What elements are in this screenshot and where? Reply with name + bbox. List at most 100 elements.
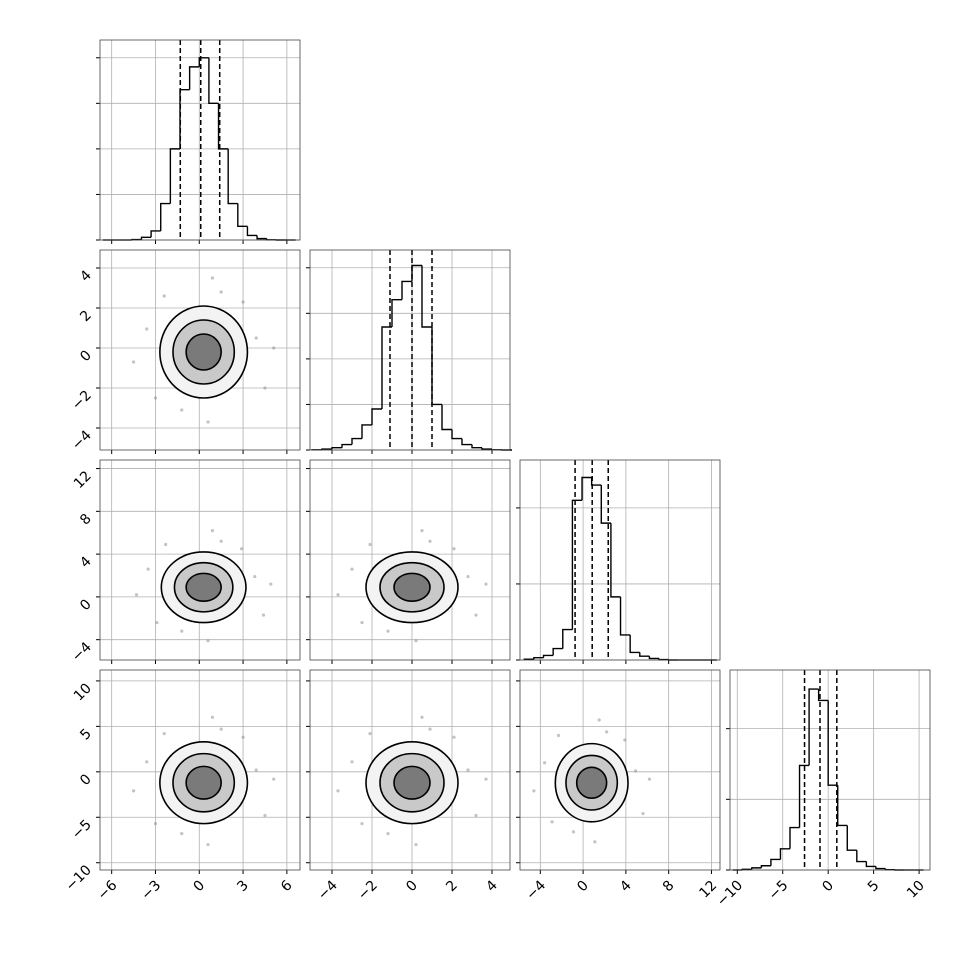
y-tick-label: −4	[69, 639, 95, 665]
scatter-point	[162, 732, 166, 736]
scatter-point	[241, 300, 245, 304]
histogram-bin	[789, 826, 800, 849]
scatter-point	[597, 718, 601, 722]
x-tick-label: 4	[483, 877, 501, 895]
y-tick-label: −4	[69, 427, 95, 453]
scatter-point	[210, 715, 215, 719]
histogram-bin	[227, 148, 238, 205]
histogram-bin	[341, 443, 352, 448]
y-tick-label: 5	[77, 726, 95, 744]
scatter-point	[240, 547, 244, 551]
histogram-bin	[351, 437, 362, 445]
histogram-bin	[371, 408, 382, 425]
x-tick-label: −4	[523, 877, 549, 903]
scatter-point	[532, 789, 536, 793]
scatter-point	[254, 768, 258, 772]
x-tick-label: 4	[617, 877, 635, 895]
histogram-bin	[590, 477, 602, 486]
scatter-point	[272, 346, 276, 350]
x-tick-label: −5	[766, 878, 792, 904]
histogram-bin	[779, 848, 790, 860]
histogram-bin	[760, 865, 771, 868]
x-tick-label: 3	[234, 878, 252, 896]
histogram-bin	[837, 785, 848, 827]
scatter-point	[647, 777, 652, 781]
scatter-point	[428, 727, 432, 731]
scatter-point	[414, 842, 418, 847]
histogram-bin	[401, 280, 412, 300]
density-contour	[393, 572, 431, 602]
y-tick-label: 4	[77, 554, 95, 572]
histogram-bin	[441, 404, 452, 431]
scatter-point	[571, 830, 576, 834]
scatter-point	[484, 582, 488, 586]
x-tick-label: 10	[904, 878, 928, 902]
scatter-point	[146, 567, 150, 571]
y-tick-label: 10	[71, 680, 95, 704]
histogram-bin	[808, 688, 819, 766]
histogram-bin	[321, 448, 332, 450]
histogram-bin	[208, 57, 219, 105]
y-tick-label: −10	[63, 862, 95, 894]
y-tick-label: −2	[69, 388, 95, 414]
scatter-point	[145, 327, 149, 331]
scatter-point	[219, 727, 223, 731]
scatter-point	[180, 629, 184, 633]
histogram-bin	[571, 499, 583, 630]
scatter-point	[452, 547, 456, 551]
panel-frame	[99, 459, 301, 661]
density-contour	[185, 765, 222, 800]
scatter-point	[131, 360, 136, 364]
histogram-bin	[160, 202, 171, 231]
scatter-point	[420, 715, 424, 719]
scatter-point	[180, 408, 184, 412]
histogram-bin	[562, 628, 573, 649]
histogram-bin	[237, 203, 248, 228]
density-contour	[185, 572, 222, 602]
y-tick-label: 12	[71, 468, 95, 492]
histogram-bin	[798, 764, 810, 828]
x-tick-label: 0	[819, 878, 837, 896]
histogram-bin	[246, 226, 258, 237]
histogram-bin	[856, 850, 867, 863]
histogram-bin	[361, 424, 372, 439]
histogram-bin	[827, 700, 838, 786]
scatter-point	[210, 276, 215, 280]
histogram-bin	[865, 861, 876, 868]
histogram-bin	[619, 596, 631, 636]
histogram-bin	[451, 429, 462, 440]
panel-frame	[99, 249, 301, 451]
histogram-bin	[461, 438, 472, 446]
histogram-bin	[770, 858, 781, 866]
scatter-point	[466, 574, 470, 579]
panel-frame	[309, 459, 511, 661]
scatter-point	[219, 290, 223, 294]
panel-frame	[99, 39, 301, 241]
scatter-point	[466, 768, 470, 772]
x-tick-label: 5	[865, 878, 883, 896]
histogram-bin	[188, 66, 200, 90]
density-contour	[393, 765, 431, 800]
histogram-bin	[331, 447, 342, 450]
scatter-point	[263, 813, 267, 818]
y-tick-label: 0	[77, 596, 95, 614]
scatter-point	[623, 738, 627, 742]
x-tick-label: 0	[403, 878, 421, 896]
panel-frame	[309, 249, 511, 451]
histogram-bin	[884, 868, 895, 871]
scatter-point	[368, 542, 372, 547]
scatter-point	[254, 336, 258, 340]
scatter-point	[550, 820, 554, 824]
histogram-bin	[471, 444, 482, 449]
x-tick-label: −4	[315, 877, 341, 903]
x-tick-label: 0	[574, 878, 592, 896]
density-contour	[185, 333, 222, 371]
scatter-point	[336, 593, 340, 597]
histogram-bin	[600, 485, 611, 524]
scatter-point	[484, 777, 488, 781]
x-tick-label: 6	[278, 877, 296, 895]
histogram-bin	[581, 476, 592, 501]
histogram-bin	[421, 265, 432, 328]
histogram-bin	[217, 103, 229, 150]
